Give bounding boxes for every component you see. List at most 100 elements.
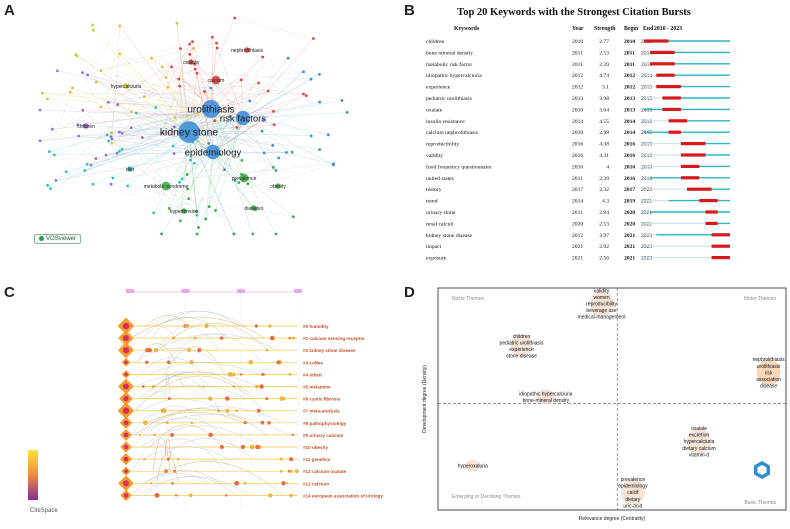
network-edge xyxy=(87,74,212,110)
timeline-node xyxy=(219,444,224,450)
burst-strength: 2.94 xyxy=(599,210,609,216)
network-edge xyxy=(47,98,197,212)
cluster-timeline-chart: #0 humidity #1 calcium sensing receptor #2… xyxy=(28,289,383,506)
network-edge xyxy=(42,92,304,95)
cluster-label: #10 obesity xyxy=(303,445,328,450)
network-edge xyxy=(210,108,277,171)
network-edge xyxy=(212,151,265,154)
network-edge xyxy=(82,72,190,133)
network-edge xyxy=(234,17,314,39)
network-edge xyxy=(242,74,320,119)
network-edge xyxy=(117,104,206,220)
network-edge xyxy=(110,131,190,138)
network-minor-node xyxy=(45,97,49,101)
timeline-link xyxy=(148,362,259,375)
burst-year: 2020 xyxy=(572,221,583,227)
burst-begin: 2014 xyxy=(624,130,635,136)
timeline-node xyxy=(240,444,245,450)
burst-bar xyxy=(656,85,681,89)
network-minor-node xyxy=(312,37,315,40)
timeline-hub-core xyxy=(124,372,128,377)
network-minor-node xyxy=(215,41,218,45)
burst-strength: 2.53 xyxy=(599,221,609,227)
network-edge xyxy=(42,92,162,235)
theme-word: children xyxy=(513,334,531,340)
network-edge xyxy=(196,117,244,212)
network-edge xyxy=(39,124,275,141)
burst-year: 2021 xyxy=(572,256,583,262)
network-minor-node xyxy=(107,139,111,143)
network-edge xyxy=(117,104,214,153)
burst-year: 2016 xyxy=(572,142,583,148)
network-minor-node xyxy=(233,179,237,182)
network-edge xyxy=(190,82,259,161)
burst-begin: 2012 xyxy=(624,85,635,91)
network-edge xyxy=(122,148,214,153)
network-edge xyxy=(100,70,212,110)
network-edge xyxy=(264,152,287,154)
timeline-link xyxy=(142,316,228,339)
cluster-label: #8 pathophysiology xyxy=(303,421,347,426)
network-minor-node xyxy=(40,91,44,95)
network-edge xyxy=(83,125,190,133)
burst-keyword: bone mineral density xyxy=(426,50,473,56)
network-edge xyxy=(83,125,109,142)
network-edge xyxy=(117,85,180,106)
burst-keyword: pediatric urolithiasis xyxy=(426,96,472,102)
burst-table-header: Begin xyxy=(624,26,639,32)
network-minor-node xyxy=(262,151,266,155)
burst-end: 2016 xyxy=(641,119,652,125)
timeline-node xyxy=(254,324,258,328)
network-edge xyxy=(77,112,198,125)
network-minor-node xyxy=(160,65,164,69)
network-minor-node xyxy=(74,53,78,57)
burst-table-header: End xyxy=(643,26,654,32)
burst-begin: 2020 xyxy=(624,221,635,227)
network-minor-node xyxy=(186,187,190,191)
network-minor-node xyxy=(117,130,121,134)
theme-bubble xyxy=(620,479,645,506)
network-edge xyxy=(100,42,217,71)
theme-bubble xyxy=(536,389,555,405)
network-edge xyxy=(111,108,212,144)
burst-begin: 2014 xyxy=(624,119,635,125)
network-edge xyxy=(117,68,196,106)
network-minor-node xyxy=(120,131,124,135)
theme-bubble xyxy=(589,290,614,317)
network-minor-node xyxy=(167,206,171,210)
vosviewer-label: VOSviewer xyxy=(46,236,77,243)
timeline-node xyxy=(149,482,153,485)
theme-word: nephrolithiasis xyxy=(753,357,785,363)
timeline-link xyxy=(156,451,179,484)
timeline-hub-core xyxy=(124,469,128,473)
network-node-label: risk factors xyxy=(220,113,267,124)
timeline-node xyxy=(289,469,293,473)
network-minor-node xyxy=(160,131,164,135)
network-edge xyxy=(212,151,254,209)
network-node xyxy=(188,59,194,65)
burst-year: 2021 xyxy=(572,244,583,250)
network-minor-node xyxy=(71,86,74,90)
theme-word: hypercalciuria xyxy=(684,439,715,445)
theme-word: hyperoxaluria xyxy=(458,464,488,470)
network-minor-node xyxy=(195,232,199,236)
network-node xyxy=(251,205,257,211)
network-minor-node xyxy=(271,166,275,169)
network-edge xyxy=(178,78,304,95)
network-node-label: prevalence xyxy=(232,176,257,182)
network-edge xyxy=(116,85,180,154)
network-minor-node xyxy=(274,232,278,236)
timeline-link xyxy=(145,411,245,424)
network-node-label: nephrolithiasis xyxy=(231,48,263,54)
network-edge xyxy=(179,37,213,183)
network-minor-node xyxy=(193,67,197,71)
network-edge xyxy=(242,78,312,119)
network-edge xyxy=(167,78,179,88)
burst-keyword: calcium nephrolithiasis xyxy=(426,130,478,136)
network-edge xyxy=(176,17,235,24)
network-minor-node xyxy=(173,125,176,129)
theme-word: excretion xyxy=(689,433,710,439)
network-minor-node xyxy=(111,176,115,180)
network-minor-node xyxy=(188,42,192,46)
timeline-link xyxy=(160,310,239,327)
